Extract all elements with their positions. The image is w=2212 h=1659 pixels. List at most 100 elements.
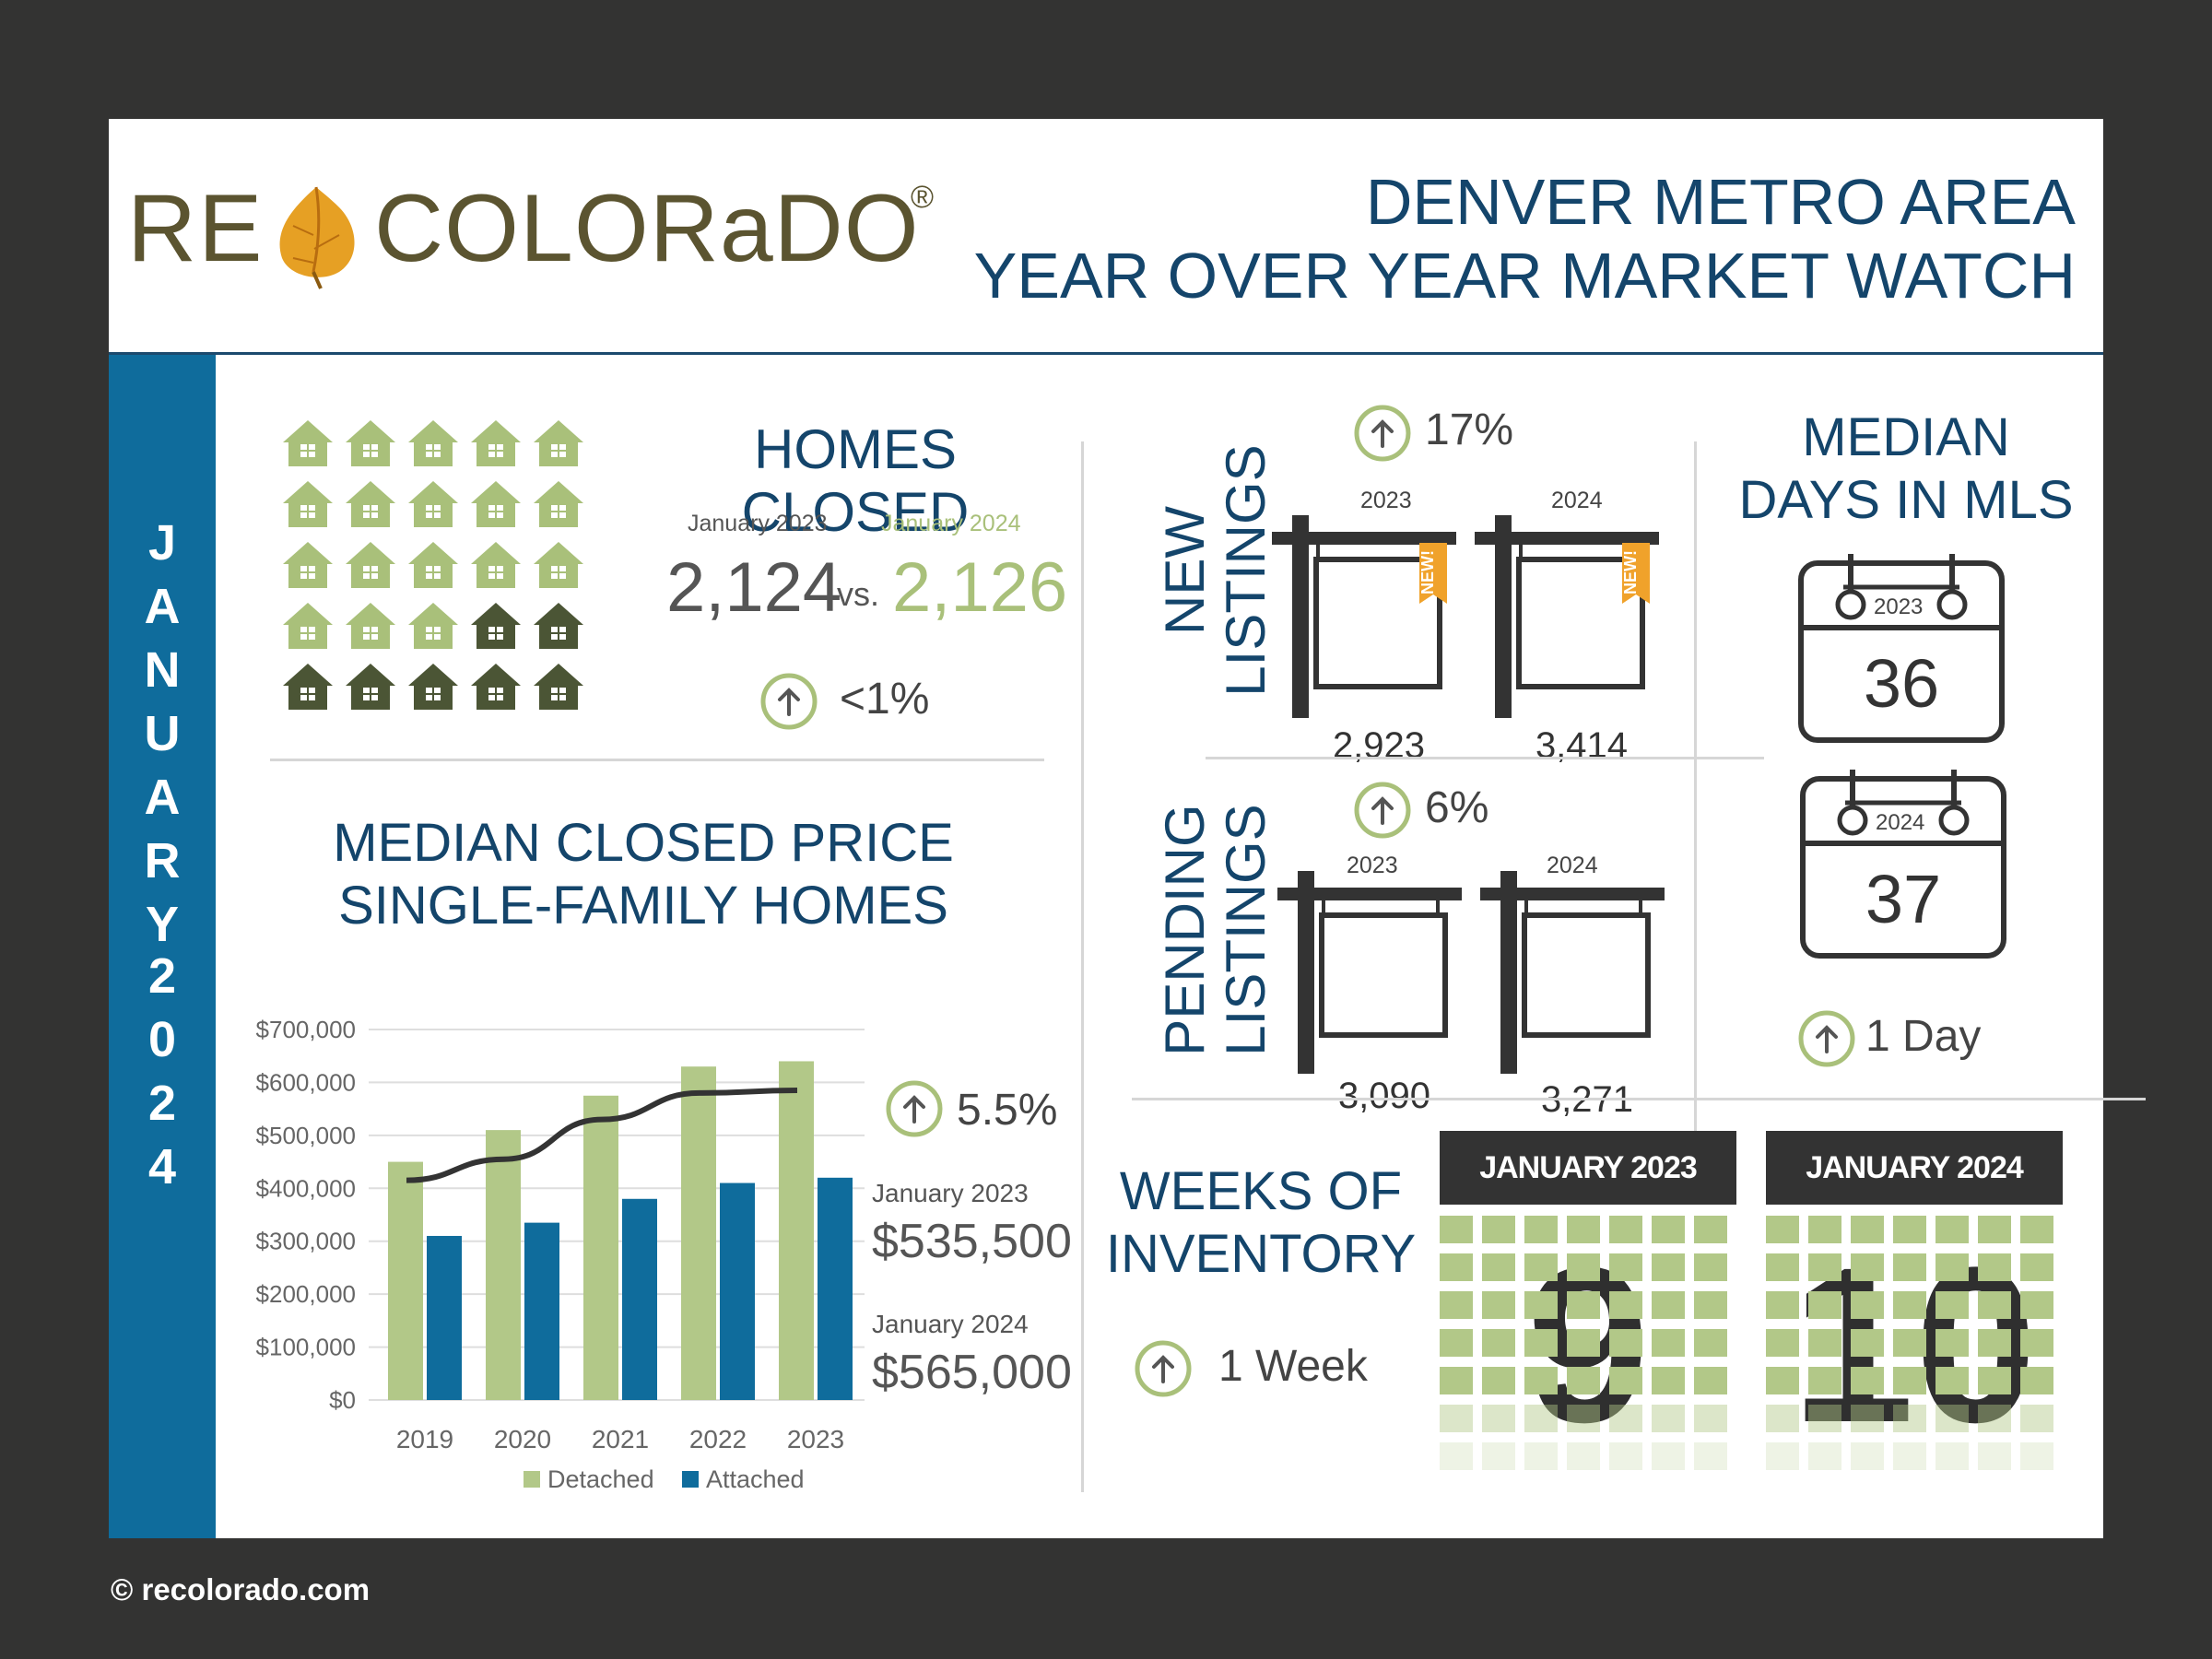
- calendar-cell: [1440, 1367, 1473, 1394]
- homes-closed-label-2023: January 2023: [688, 511, 828, 536]
- median-price-label-2023: January 2023: [872, 1179, 1029, 1207]
- bar-detached: [486, 1130, 521, 1400]
- calendar-cell: [1808, 1442, 1841, 1470]
- house-icon: [471, 542, 521, 588]
- arrow-up-circle-icon: [760, 673, 818, 730]
- y-tick-label: $0: [329, 1386, 356, 1414]
- calendar-cell: [1936, 1291, 1969, 1319]
- calendar-cell: [1766, 1367, 1799, 1394]
- calendar-cell: [1652, 1329, 1685, 1357]
- calendar-cell: [1978, 1442, 2011, 1470]
- for-sale-sign-icon: NEW!: [1475, 515, 1659, 718]
- house-icon: [471, 664, 521, 710]
- calendar-cell: [1482, 1291, 1515, 1319]
- calendar-cell: [1440, 1216, 1473, 1243]
- calendar-cell: [1936, 1442, 1969, 1470]
- calendar-cell: [1609, 1329, 1642, 1357]
- calendar-cell: [1652, 1253, 1685, 1281]
- calendar-cell: [1609, 1442, 1642, 1470]
- days-in-mls-title-line2: DAYS IN MLS: [1738, 470, 2074, 530]
- house-icon: [534, 542, 583, 588]
- arrow-up-circle-icon: [1354, 782, 1411, 839]
- legend-swatch: [524, 1471, 540, 1488]
- house-icon: [534, 481, 583, 527]
- legend-swatch: [682, 1471, 699, 1488]
- median-price-value-2023: $535,500: [872, 1215, 1072, 1268]
- calendar-cell: [1440, 1405, 1473, 1432]
- y-tick-label: $600,000: [256, 1068, 356, 1096]
- calendar-cell: [1609, 1253, 1642, 1281]
- y-tick-label: $700,000: [256, 1016, 356, 1043]
- house-icon: [408, 664, 458, 710]
- calendar-cell: [2020, 1253, 2053, 1281]
- sidebar-month-letter: U: [144, 706, 181, 761]
- logo-colorado-text: COLORaDO: [374, 175, 920, 282]
- house-icon: [283, 603, 333, 649]
- house-icon: [471, 420, 521, 466]
- homes-closed-value-2023: 2,124: [666, 548, 842, 627]
- calendar-cell: [1567, 1405, 1600, 1432]
- calendar-cell: [1808, 1329, 1841, 1357]
- calendar-cell: [1978, 1329, 2011, 1357]
- median-price-chart: $700,000 $600,000 $500,000 $400,000 $300,000…: [256, 1016, 865, 1492]
- calendar-cell: [1808, 1291, 1841, 1319]
- calendar-cell: [2020, 1442, 2053, 1470]
- weeks-inventory-title-line2: INVENTORY: [1105, 1224, 1417, 1284]
- calendar-cell: [1978, 1253, 2011, 1281]
- calendar-cell: [1893, 1253, 1926, 1281]
- days-in-mls-year-2023: 2023: [1874, 594, 1924, 619]
- calendar-cell: [1482, 1216, 1515, 1243]
- aspen-leaf-icon: [279, 186, 355, 289]
- new-listings-title: NEW LISTINGS: [1154, 423, 1284, 718]
- calendar-cell: [1652, 1442, 1685, 1470]
- house-icon: [408, 481, 458, 527]
- calendar-cell: [2020, 1291, 2053, 1319]
- calendar-cell: [1851, 1442, 1884, 1470]
- x-tick-label: 2023: [787, 1425, 844, 1453]
- pending-listings-year-2024: 2024: [1547, 853, 1598, 878]
- divider: [1694, 441, 1697, 1193]
- calendar-cell: [1936, 1367, 1969, 1394]
- calendar-cell: [1808, 1253, 1841, 1281]
- homes-closed-label-2024: January 2024: [881, 511, 1021, 536]
- house-icon: [408, 603, 458, 649]
- pending-listings-title: PENDING LISTINGS: [1154, 782, 1284, 1077]
- calendar-cell: [1766, 1329, 1799, 1357]
- pending-sign-icon: [1277, 871, 1462, 1074]
- calendar-cell: [2020, 1405, 2053, 1432]
- house-icon: [283, 420, 333, 466]
- legend-label: Detached: [547, 1465, 654, 1492]
- calendar-cell: [1694, 1253, 1727, 1281]
- calendar-cell: [1482, 1329, 1515, 1357]
- page-title-line2: YEAR OVER YEAR MARKET WATCH: [973, 240, 2076, 312]
- house-icon: [534, 420, 583, 466]
- y-tick-label: $500,000: [256, 1122, 356, 1149]
- homes-closed-title: HOMES CLOSED: [741, 418, 970, 543]
- weeks-inventory-head-2024: JANUARY 2024: [1766, 1131, 2063, 1205]
- bar-attached: [427, 1235, 462, 1400]
- calendar-cell: [1567, 1253, 1600, 1281]
- pending-listings-change: 6%: [1425, 783, 1489, 832]
- x-tick-label: 2019: [396, 1425, 453, 1453]
- new-listings-title-line2: LISTINGS: [1215, 444, 1277, 697]
- calendar-cell: [1851, 1329, 1884, 1357]
- calendar-cell: [1652, 1291, 1685, 1319]
- calendar-cell: [1482, 1405, 1515, 1432]
- calendar-cell: [1524, 1367, 1558, 1394]
- bar-attached: [818, 1177, 853, 1400]
- house-icon: [534, 664, 583, 710]
- homes-closed-vs: vs.: [837, 575, 880, 613]
- calendar-cell: [1524, 1329, 1558, 1357]
- calendar-cell: [1694, 1442, 1727, 1470]
- arrow-up-circle-icon: [1135, 1340, 1192, 1397]
- divider: [270, 759, 1044, 761]
- new-listings-change: 17%: [1425, 406, 1514, 454]
- calendar-cell: [1851, 1291, 1884, 1319]
- calendar-cell: [1978, 1291, 2011, 1319]
- bar-detached: [681, 1066, 716, 1400]
- calendar-cell: [1808, 1216, 1841, 1243]
- house-icon: [283, 542, 333, 588]
- arrow-up-circle-icon: [1354, 405, 1411, 462]
- calendar-cell: [1482, 1253, 1515, 1281]
